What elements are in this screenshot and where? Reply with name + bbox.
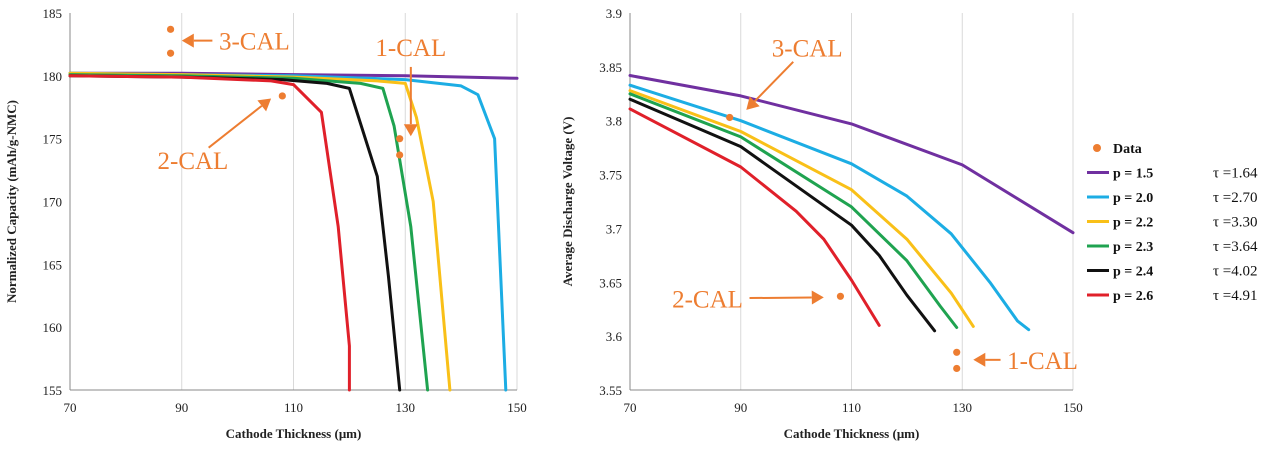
y-tick-label: 3.9: [606, 6, 622, 21]
y-tick-label: 3.6: [606, 329, 623, 344]
data-point: [166, 49, 175, 57]
x-tick-label: 70: [624, 400, 637, 415]
y-tick-label: 165: [43, 257, 63, 272]
x-axis-label: Cathode Thickness (μm): [784, 426, 920, 441]
annotation-arrowhead: [403, 124, 418, 137]
y-tick-label: 185: [43, 6, 63, 21]
annotation-label: 3-CAL: [219, 29, 290, 56]
data-point: [726, 113, 734, 122]
voltage-chart: 70 90 110 130 150 3.55 3.6 3.65 3.7 3.75 3.8 3.85 3.…: [560, 6, 1083, 441]
legend-tau: τ =1.64: [1213, 166, 1258, 182]
annotation-label: 3-CAL: [772, 35, 843, 62]
legend-tau: τ =3.30: [1213, 215, 1258, 231]
series-line-2-6: [628, 107, 881, 327]
y-tick-label: 3.8: [606, 114, 622, 129]
x-tick-label: 150: [507, 400, 527, 415]
annotation-arrowhead: [811, 290, 824, 305]
legend: Data p = 1.5 τ =1.64 p = 2.0 τ =2.70 p = 2.2 τ…: [1087, 142, 1258, 304]
data-point: [396, 135, 404, 143]
annotation-arrow: [749, 296, 812, 300]
annotation-label: 2-CAL: [672, 286, 743, 313]
y-tick-label: 170: [43, 195, 63, 210]
data-point: [953, 364, 961, 373]
y-tick-label: 160: [43, 320, 63, 335]
x-tick-label: 110: [284, 400, 303, 415]
y-tick-label: 175: [43, 132, 63, 147]
series-line-2-3: [68, 73, 430, 392]
legend-tau: τ =4.02: [1213, 264, 1258, 280]
x-tick-label: 110: [842, 400, 861, 415]
annotation-arrowhead: [746, 96, 760, 110]
series-line-2-0: [628, 83, 1031, 332]
x-tick-label: 150: [1063, 400, 1083, 415]
y-tick-label: 3.65: [599, 275, 622, 290]
legend-label: p = 2.4: [1113, 265, 1153, 280]
series-line-2-3: [628, 92, 959, 329]
y-tick-label: 180: [43, 69, 63, 84]
x-tick-label: 130: [953, 400, 973, 415]
legend-tau: τ =2.70: [1213, 190, 1258, 206]
y-tick-label: 3.85: [599, 60, 622, 75]
legend-label: p = 2.3: [1113, 240, 1153, 255]
legend-tau: τ =4.91: [1213, 288, 1258, 304]
y-tick-label: 3.75: [599, 168, 622, 183]
annotation-arrowhead: [181, 33, 194, 48]
y-axis-label: Average Discharge Voltage (V): [560, 117, 575, 287]
data-point: [278, 92, 286, 100]
legend-data-label: Data: [1113, 142, 1142, 157]
series-line-1-5: [628, 74, 1075, 235]
annotation-label: 1-CAL: [1007, 348, 1078, 375]
x-tick-label: 130: [396, 400, 416, 415]
data-point: [166, 25, 175, 33]
annotation-arrow: [753, 61, 794, 103]
legend-label: p = 1.5: [1113, 167, 1153, 182]
series-line-2-0: [68, 71, 508, 392]
legend-label: p = 2.6: [1113, 289, 1153, 304]
data-point: [396, 151, 404, 159]
annotation-arrow: [208, 105, 263, 149]
data-point: [836, 292, 845, 300]
annotation-label: 1-CAL: [375, 35, 446, 62]
data-point: [953, 348, 961, 356]
x-tick-label: 90: [734, 400, 747, 415]
y-tick-label: 3.55: [599, 383, 622, 398]
annotation-arrowhead: [257, 98, 272, 112]
capacity-chart: 70 90 110 130 150 155 160 165 170 175 180 185 Cathod…: [4, 6, 527, 441]
series-line-2-2: [628, 89, 975, 328]
y-axis-label: Normalized Capacity (mAh/g-NMC): [4, 100, 19, 303]
series-line-2-4: [628, 97, 937, 333]
y-tick-label: 3.7: [606, 221, 623, 236]
y-tick-label: 155: [43, 383, 63, 398]
annotation-arrowhead: [973, 352, 986, 367]
legend-label: p = 2.0: [1113, 191, 1153, 206]
x-tick-label: 90: [175, 400, 188, 415]
legend-tau: τ =3.64: [1213, 239, 1258, 255]
legend-label: p = 2.2: [1113, 216, 1153, 231]
annotation-label: 2-CAL: [158, 148, 229, 175]
legend-data-marker: [1093, 144, 1101, 152]
series-line-2-6: [68, 74, 351, 392]
x-tick-label: 70: [64, 400, 77, 415]
x-axis-label: Cathode Thickness (μm): [226, 426, 362, 441]
